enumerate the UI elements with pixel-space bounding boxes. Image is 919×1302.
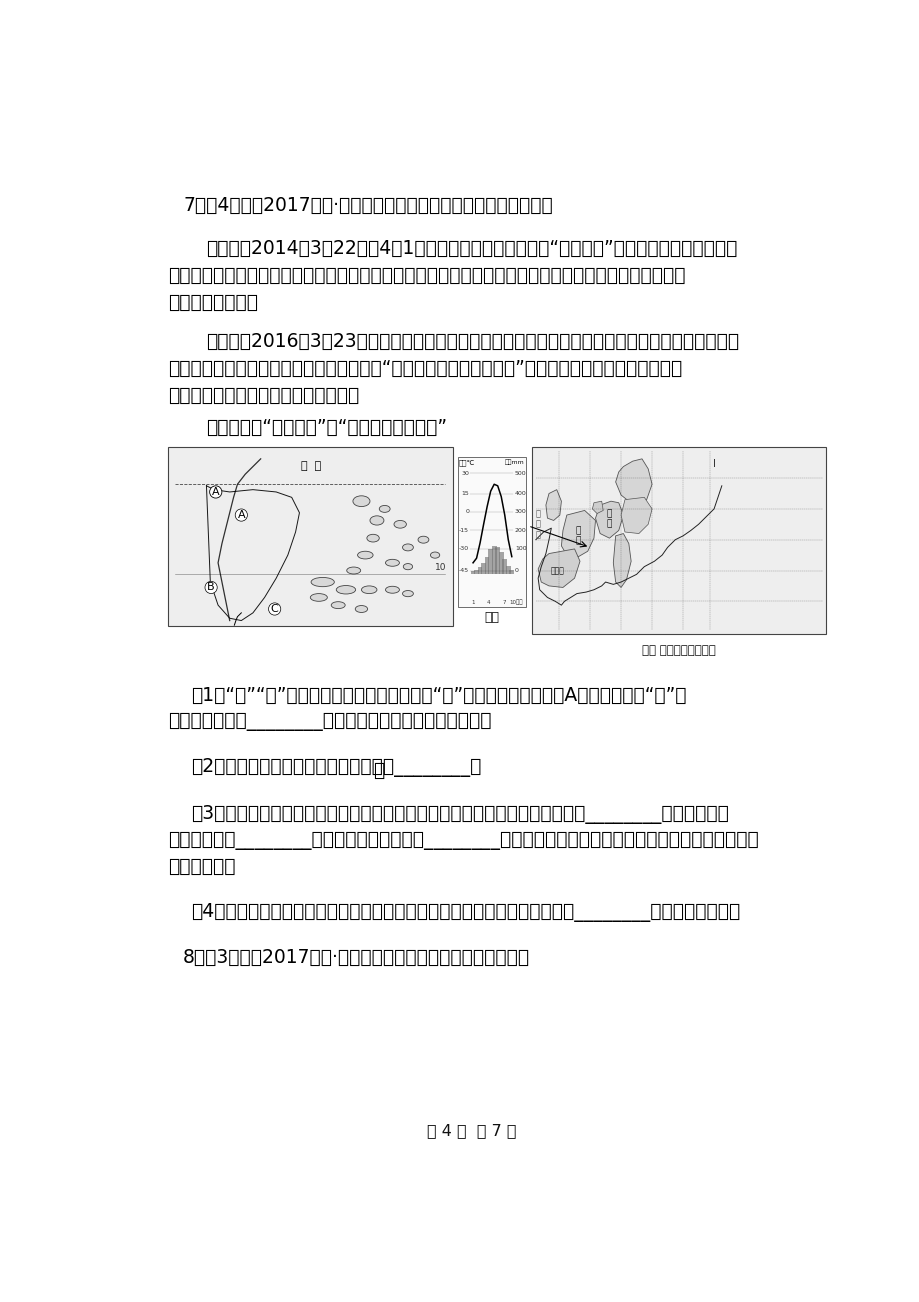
Text: 降水mm: 降水mm: [504, 460, 524, 465]
Polygon shape: [592, 501, 603, 513]
Bar: [167, 448, 452, 626]
Bar: [481, 562, 485, 574]
Ellipse shape: [310, 594, 327, 602]
Text: 。: 。: [373, 762, 384, 780]
Polygon shape: [615, 458, 652, 505]
Text: 中  国: 中 国: [301, 461, 321, 471]
Ellipse shape: [357, 551, 373, 559]
Ellipse shape: [369, 516, 383, 525]
Bar: [484, 557, 489, 574]
Text: 15: 15: [461, 491, 469, 496]
Text: -45: -45: [459, 568, 469, 573]
Text: 7．（4分）（2017九下·陵城会考）阅读下列图文资料，回答问题。: 7．（4分）（2017九下·陵城会考）阅读下列图文资料，回答问题。: [183, 197, 552, 215]
Ellipse shape: [385, 586, 399, 594]
Ellipse shape: [361, 586, 377, 594]
Text: 乳酪等食品。: 乳酪等食品。: [167, 857, 235, 876]
Text: 10月份: 10月份: [509, 599, 523, 605]
Bar: [488, 549, 493, 574]
Text: 7: 7: [503, 600, 506, 605]
Bar: [502, 559, 506, 574]
Text: 0: 0: [465, 509, 469, 514]
Text: （1）“澜”“湄”是一条河流不同河段的名称，“澜”是指图中中国境内的A河流澜沧江，“湄”是: （1）“澜”“湄”是一条河流不同河段的名称，“澜”是指图中中国境内的A河流澜沧江…: [191, 686, 686, 704]
Text: 利时）进行国事访问，并访问了联合国教科文组织总部和欧盟总部。这是习近平就任中国最高领导人以来: 利时）进行国事访问，并访问了联合国教科文组织总部和欧盟总部。这是习近平就任中国最…: [167, 267, 685, 285]
Ellipse shape: [353, 496, 369, 506]
Text: C: C: [270, 604, 278, 615]
Text: 材料二：2016年3月23日上午，李克强总理在海南三亚国际会议中心主持澜湄合作首次领导人会议，: 材料二：2016年3月23日上午，李克强总理在海南三亚国际会议中心主持澜湄合作首…: [206, 332, 739, 350]
Text: 材料一：2014年3月22日至4月1日，国家主席习近平应邀对“欧洲四国”（荷兰、法国、德国、比: 材料一：2014年3月22日至4月1日，国家主席习近平应邀对“欧洲四国”（荷兰、…: [206, 240, 737, 258]
Ellipse shape: [393, 521, 406, 529]
Text: 10: 10: [435, 562, 447, 572]
Ellipse shape: [379, 505, 390, 513]
Bar: [477, 568, 482, 574]
Bar: [492, 546, 496, 574]
Text: 同与会泰、柬、老、缸、越五国领导人围绕“同饮一江水，命运紧相连”的会议主题，共商澜湄合作发展: 同与会泰、柬、老、缸、越五国领导人围绕“同饮一江水，命运紧相连”的会议主题，共商…: [167, 359, 681, 378]
Text: 400: 400: [515, 491, 526, 496]
Text: 第 4 页  共 7 页: 第 4 页 共 7 页: [426, 1122, 516, 1138]
Text: A: A: [211, 487, 220, 497]
Text: （3）气候是影响农业生产最主要的因素。东南亚气候湿热，种植的粮食作物是________；而欧洲西部: （3）气候是影响农业生产最主要的因素。东南亚气候湿热，种植的粮食作物是_____…: [191, 805, 728, 824]
Polygon shape: [538, 549, 579, 587]
Text: 的首次访欧之旅。: 的首次访欧之旅。: [167, 293, 257, 312]
Bar: [498, 552, 503, 574]
Text: 法
国: 法 国: [575, 526, 581, 546]
Text: 200: 200: [515, 527, 526, 533]
Text: 图乙 欧洲西部国家略图: 图乙 欧洲西部国家略图: [641, 644, 715, 658]
Text: B: B: [207, 582, 215, 592]
Text: 1: 1: [471, 600, 474, 605]
Text: 30: 30: [460, 471, 469, 477]
Ellipse shape: [403, 564, 412, 570]
Ellipse shape: [385, 560, 399, 566]
Text: 8．（3分）（2017七下·洛阳期末）读左图、右图，回答问题。: 8．（3分）（2017七下·洛阳期末）读左图、右图，回答问题。: [183, 948, 529, 967]
Bar: [473, 570, 479, 574]
Text: A: A: [237, 510, 244, 519]
Ellipse shape: [311, 577, 334, 587]
Polygon shape: [620, 497, 652, 534]
Ellipse shape: [367, 534, 379, 542]
Polygon shape: [545, 490, 561, 521]
Text: （4）图示两地区旅游资源都很丰富，如果到欧洲西部的法国能看到的景点有________（写一个即可）。: （4）图示两地区旅游资源都很丰富，如果到欧洲西部的法国能看到的景点有______…: [191, 904, 740, 922]
Text: 100: 100: [515, 547, 526, 552]
Text: 西班牙: 西班牙: [550, 566, 564, 575]
Text: -15: -15: [459, 527, 469, 533]
Text: 500: 500: [515, 471, 526, 477]
Polygon shape: [595, 501, 623, 538]
Text: 0: 0: [515, 568, 518, 573]
Text: 大
西
洋: 大 西 洋: [535, 509, 540, 539]
Bar: [494, 547, 500, 574]
Text: 大西洋沿岸受________（气候类型）的影响，________业（农业部门）发达，餐桌上常常可见牛排、牛奶、: 大西洋沿岸受________（气候类型）的影响，________业（农业部门）发…: [167, 831, 757, 850]
Ellipse shape: [331, 602, 345, 608]
Text: 300: 300: [515, 509, 526, 514]
Text: 4: 4: [486, 600, 490, 605]
Text: I: I: [712, 460, 715, 469]
Ellipse shape: [346, 568, 360, 574]
Text: 图甲: 图甲: [483, 612, 499, 625]
Ellipse shape: [403, 591, 413, 596]
Text: -30: -30: [459, 547, 469, 552]
Bar: [457, 457, 525, 607]
Ellipse shape: [355, 605, 368, 612]
Bar: [531, 448, 825, 634]
Text: 气温℃: 气温℃: [459, 460, 475, 466]
Ellipse shape: [336, 586, 356, 594]
Ellipse shape: [403, 544, 413, 551]
Text: 大计。由此，这六国被称为澜湄国家。: 大计。由此，这六国被称为澜湄国家。: [167, 385, 358, 405]
Text: 材料三：读“东南亚图”和“欧洲西部国家略图”: 材料三：读“东南亚图”和“欧洲西部国家略图”: [206, 418, 447, 437]
Text: 德
国: 德 国: [607, 509, 611, 529]
Bar: [509, 570, 514, 574]
Text: 指中南半岛上的________，它是亚洲流经国家最多的河流。: 指中南半岛上的________，它是亚洲流经国家最多的河流。: [167, 712, 491, 732]
Polygon shape: [613, 534, 630, 587]
Polygon shape: [561, 510, 595, 557]
Ellipse shape: [417, 536, 428, 543]
Text: （2）据图可知，中南半岛的地形特点是________。: （2）据图可知，中南半岛的地形特点是________。: [191, 758, 481, 777]
Bar: [505, 566, 510, 574]
Ellipse shape: [430, 552, 439, 559]
Bar: [471, 572, 475, 574]
